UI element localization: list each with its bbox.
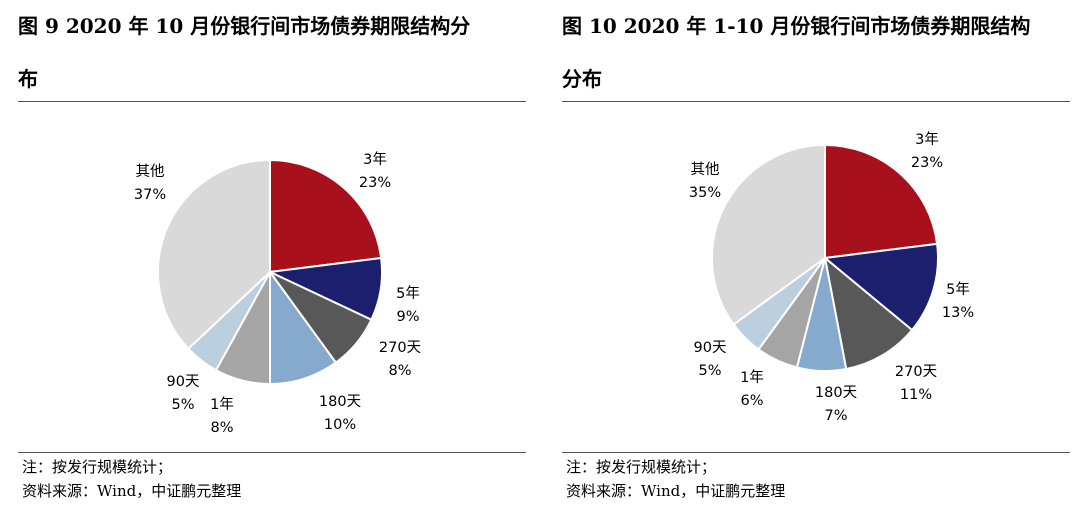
- slice-percent-label: 11%: [900, 387, 932, 403]
- chart-title-line2: 布: [18, 67, 38, 91]
- chart-source: 资料来源：Wind，中证鹏元整理: [22, 482, 242, 500]
- slice-percent-label: 35%: [689, 185, 721, 201]
- slice-percent-label: 8%: [210, 420, 233, 436]
- slice-label: 5年: [396, 285, 420, 302]
- slice-label: 其他: [691, 161, 720, 178]
- slice-percent-label: 5%: [698, 363, 721, 379]
- slice-label: 270天: [379, 340, 421, 356]
- slice-percent-label: 13%: [942, 305, 974, 321]
- chart-source: 资料来源：Wind，中证鹏元整理: [566, 482, 786, 500]
- slice-percent-label: 7%: [824, 408, 847, 424]
- slice-label: 3年: [363, 151, 387, 168]
- slice-percent-label: 8%: [388, 363, 411, 379]
- chart-panel-right: 图 10 2020 年 1-10 月份银行间市场债券期限结构 分布 3年 23% 5…: [562, 0, 1070, 507]
- divider: [18, 101, 526, 102]
- slice-label: 3年: [915, 131, 939, 148]
- slice-label: 1年: [210, 396, 234, 413]
- slice-label: 1年: [740, 369, 764, 386]
- pie-slice: [711, 143, 826, 326]
- pie-slice: [823, 255, 914, 371]
- chart-note: 注：按发行规模统计；: [566, 458, 717, 476]
- chart-title-line1: 图 9 2020 年 10 月份银行间市场债券期限结构分: [18, 14, 471, 38]
- chart-title-line2: 分布: [562, 67, 602, 91]
- slice-label: 90天: [167, 374, 200, 390]
- slice-percent-label: 23%: [359, 175, 391, 191]
- divider: [562, 101, 1070, 102]
- slice-label: 180天: [815, 385, 857, 401]
- slice-percent-label: 37%: [134, 187, 166, 203]
- pie-slice: [822, 242, 939, 332]
- chart-note: 注：按发行规模统计；: [22, 458, 173, 476]
- slice-percent-label: 10%: [324, 417, 356, 433]
- pie-slice: [157, 158, 271, 351]
- slice-label: 270天: [895, 364, 937, 380]
- slice-label: 5年: [946, 281, 970, 298]
- slice-percent-label: 9%: [396, 309, 419, 325]
- divider: [18, 452, 526, 453]
- slice-label: 180天: [319, 394, 361, 410]
- slice-label: 其他: [136, 163, 165, 180]
- slice-percent-label: 23%: [911, 155, 943, 171]
- pie-chart: 3年 23% 5年 9% 270天 8% 180天 10% 1年 8% 90天 5% 其他 37%: [134, 151, 421, 436]
- pie-slice: [824, 143, 939, 260]
- chart-title-line1: 图 10 2020 年 1-10 月份银行间市场债券期限结构: [562, 14, 1031, 38]
- slice-percent-label: 5%: [171, 397, 194, 413]
- pie-chart: 3年 23% 5年 13% 270天 11% 180天 7% 1年 6% 90天 5% 其他 35%: [689, 131, 974, 424]
- slice-label: 90天: [694, 340, 727, 356]
- divider: [562, 452, 1070, 453]
- slice-percent-label: 6%: [740, 393, 763, 409]
- pie-slice: [269, 158, 383, 274]
- chart-panel-left: 图 9 2020 年 10 月份银行间市场债券期限结构分 布 3年 23% 5年 9%…: [18, 0, 526, 507]
